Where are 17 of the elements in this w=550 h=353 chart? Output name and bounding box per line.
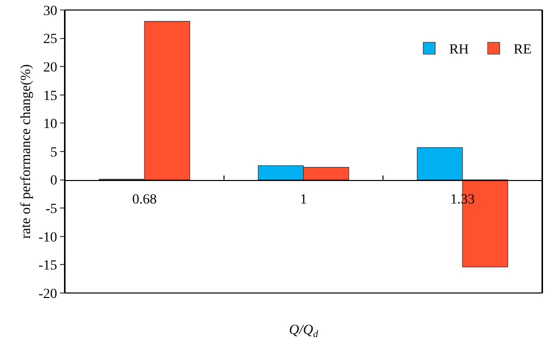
y-tick-label: 20 [43,60,58,76]
y-tick-label: -15 [38,258,58,274]
y-tick-label: -10 [38,230,58,246]
y-tick-label: 10 [43,117,58,132]
x-axis-title: Q/Q$_{d}$ [289,323,318,340]
y-tick-label: -20 [38,286,58,302]
y-tick-label: -5 [46,202,58,217]
y-tick-label: 30 [43,4,58,19]
y-tick-label: 25 [43,32,58,48]
legend-label: RH [449,42,469,58]
x-tick-label: 1 [300,192,307,208]
x-tick-label: 0.68 [132,192,157,208]
y-tick-label: 0 [50,174,58,189]
y-tick-label: 5 [50,145,58,160]
legend-label: RE [514,42,532,58]
y-tick-label: 15 [43,88,58,104]
y-axis-title: rate of performance change(%) [19,64,34,239]
